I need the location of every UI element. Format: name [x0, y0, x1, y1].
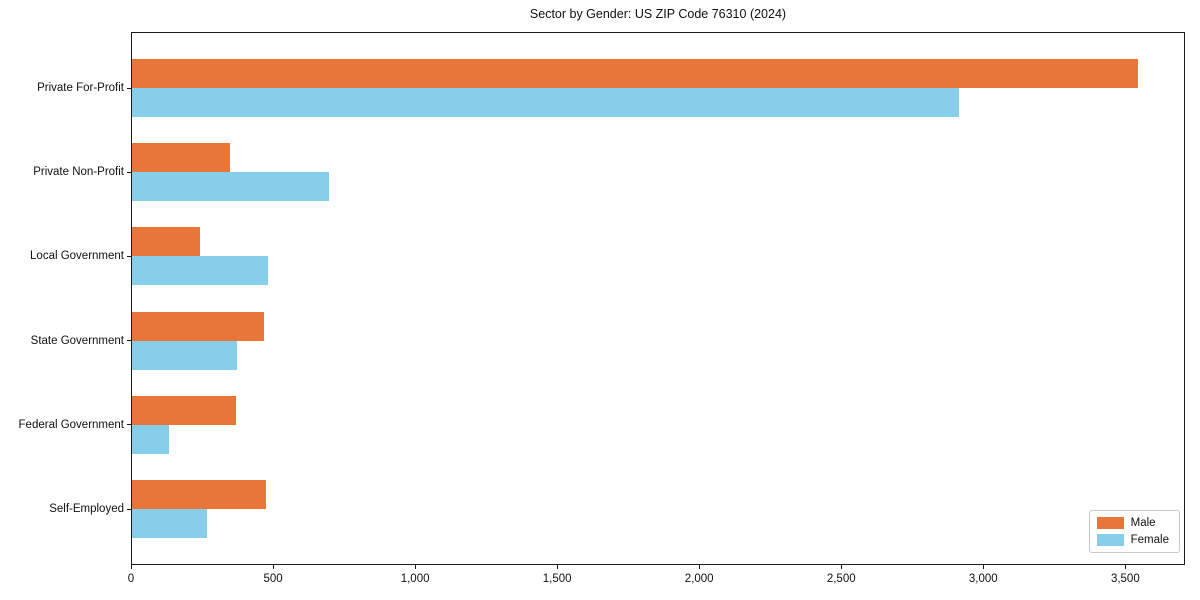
x-axis-tick: [414, 565, 416, 569]
y-tick-label-private-non-profit: Private Non-Profit: [33, 166, 124, 179]
x-axis-tick: [840, 565, 842, 569]
legend-label-male: Male: [1130, 517, 1156, 529]
x-axis-tick: [130, 565, 132, 569]
y-tick-label-local-government: Local Government: [30, 250, 124, 263]
bar-male-local-government: [132, 227, 200, 257]
y-tick-label-self-employed: Self-Employed: [49, 503, 124, 515]
legend-swatch-female: [1096, 534, 1124, 546]
x-tick-label-0: 0: [127, 573, 135, 585]
bar-male-private-non-profit: [132, 143, 230, 173]
bar-male-federal-government: [132, 395, 236, 425]
legend-entry-female: Female: [1096, 534, 1169, 546]
bar-female-private-non-profit: [132, 172, 329, 202]
y-axis-tick: [127, 424, 131, 426]
bar-female-private-for-profit: [132, 88, 959, 117]
x-tick-label-3-500: 3,500: [1110, 573, 1140, 585]
bar-male-state-government: [132, 311, 264, 341]
y-tick-label-private-for-profit: Private For-Profit: [37, 82, 124, 94]
bar-female-self-employed: [132, 509, 207, 538]
legend: Male Female: [1088, 510, 1180, 553]
bar-female-federal-government: [132, 424, 169, 454]
y-axis-tick: [127, 508, 131, 510]
x-tick-label-1-500: 1,500: [542, 573, 572, 585]
x-axis-tick: [982, 565, 984, 569]
plot-area: [131, 32, 1185, 565]
x-axis-tick: [698, 565, 700, 569]
x-axis-tick: [1124, 565, 1126, 569]
chart-title: Sector by Gender: US ZIP Code 76310 (202…: [529, 7, 787, 21]
legend-swatch-male: [1096, 517, 1124, 529]
legend-label-female: Female: [1130, 534, 1169, 546]
legend-entry-male: Male: [1096, 517, 1169, 529]
x-axis-tick: [272, 565, 274, 569]
bar-female-local-government: [132, 256, 268, 286]
bar-female-state-government: [132, 340, 237, 370]
y-tick-label-federal-government: Federal Government: [18, 418, 124, 431]
y-axis-tick: [127, 171, 131, 173]
x-tick-label-1-000: 1,000: [400, 573, 430, 585]
y-tick-label-state-government: State Government: [30, 334, 124, 347]
bar-male-self-employed: [132, 480, 266, 509]
x-tick-label-2-500: 2,500: [826, 573, 856, 585]
x-tick-label-500: 500: [263, 573, 283, 585]
bar-male-private-for-profit: [132, 59, 1138, 88]
x-axis-tick: [556, 565, 558, 569]
x-tick-label-2-000: 2,000: [684, 573, 714, 585]
y-axis-tick: [127, 87, 131, 89]
x-tick-label-3-000: 3,000: [968, 573, 998, 585]
y-axis-tick: [127, 340, 131, 342]
y-axis-tick: [127, 255, 131, 257]
